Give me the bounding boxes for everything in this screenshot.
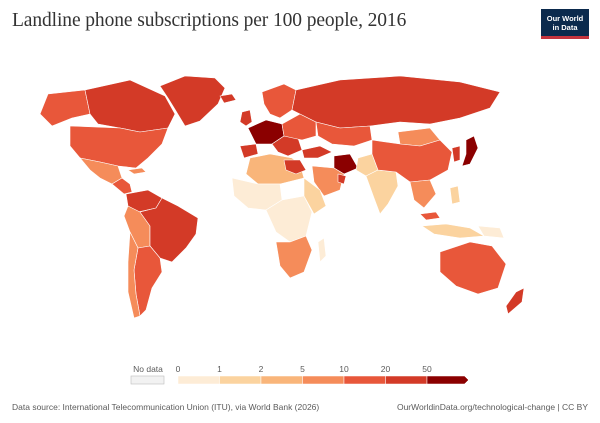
- region-brazil[interactable]: [139, 197, 199, 263]
- region-iran[interactable]: [333, 153, 359, 175]
- legend-bin-1[interactable]: [219, 375, 262, 385]
- region-arabia[interactable]: [311, 165, 345, 197]
- region-gulf[interactable]: [337, 173, 347, 185]
- region-china[interactable]: [371, 139, 453, 183]
- chart-title: Landline phone subscriptions per 100 peo…: [12, 10, 407, 31]
- region-kazakhstan[interactable]: [315, 121, 373, 147]
- region-central-america[interactable]: [111, 177, 133, 195]
- owid-logo[interactable]: Our World in Data: [541, 9, 589, 39]
- region-usa[interactable]: [69, 125, 169, 169]
- legend-tick-label: 1: [217, 364, 222, 374]
- legend-bin-6[interactable]: [426, 375, 469, 385]
- region-east-africa[interactable]: [303, 177, 327, 215]
- legend-tick-label: 0: [176, 364, 181, 374]
- data-source-note: Data source: International Telecommunica…: [12, 402, 320, 412]
- legend-no-data-swatch[interactable]: [130, 375, 165, 385]
- region-madagascar[interactable]: [317, 237, 327, 263]
- region-malaysia[interactable]: [419, 211, 441, 221]
- region-central-africa[interactable]: [265, 195, 313, 243]
- region-papua[interactable]: [477, 225, 505, 239]
- legend-tick-label: 2: [259, 364, 264, 374]
- region-alaska[interactable]: [39, 89, 91, 127]
- region-indonesia[interactable]: [421, 223, 485, 239]
- legend-bin-2[interactable]: [260, 375, 303, 385]
- legend-tick-label: 5: [300, 364, 305, 374]
- owid-link[interactable]: OurWorldinData.org/technological-change …: [396, 402, 588, 412]
- world-map[interactable]: [0, 66, 600, 366]
- region-indochina[interactable]: [409, 179, 437, 209]
- region-russia[interactable]: [291, 75, 501, 129]
- region-new-zealand[interactable]: [505, 287, 525, 315]
- legend-tick-label: 10: [339, 364, 349, 374]
- region-australia[interactable]: [439, 241, 507, 295]
- map-legend: No data 0 1 2 5 10 20 50: [130, 364, 469, 385]
- legend-tick-label: 50: [422, 364, 432, 374]
- legend-bin-5[interactable]: [385, 375, 428, 385]
- region-japan[interactable]: [461, 135, 479, 167]
- legend-tick-label: 20: [381, 364, 391, 374]
- region-uk[interactable]: [239, 109, 253, 127]
- region-libya-egypt[interactable]: [283, 159, 307, 175]
- logo-line-2: in Data: [552, 23, 578, 32]
- region-chile[interactable]: [127, 231, 141, 319]
- region-philippines[interactable]: [449, 185, 461, 205]
- region-caribbean[interactable]: [127, 167, 147, 175]
- region-korea[interactable]: [451, 145, 461, 163]
- legend-bin-3[interactable]: [302, 375, 345, 385]
- legend-bin-0[interactable]: [177, 375, 220, 385]
- logo-line-1: Our World: [546, 14, 584, 23]
- region-turkey[interactable]: [301, 145, 333, 159]
- legend-bin-4[interactable]: [343, 375, 386, 385]
- logo-accent-bar: [541, 36, 589, 39]
- region-scandinavia[interactable]: [261, 83, 297, 119]
- region-southern-africa[interactable]: [275, 235, 313, 279]
- region-india[interactable]: [365, 169, 399, 215]
- region-greenland[interactable]: [159, 75, 226, 127]
- region-iberia[interactable]: [239, 143, 259, 159]
- legend-no-data-label: No data: [133, 364, 163, 374]
- region-iceland[interactable]: [219, 93, 237, 104]
